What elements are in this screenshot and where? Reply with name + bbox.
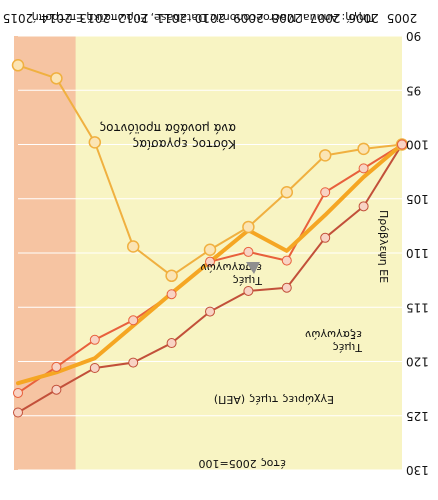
- series-label-export-prices-line2: εξαγωγών: [305, 328, 362, 341]
- series-points: [11, 59, 409, 418]
- series-2-point-10: [13, 387, 23, 398]
- series-3-point-6: [166, 338, 177, 349]
- series-3-point-7: [128, 357, 139, 368]
- series-label-unit-labour-cost-line1: Κόστος εργασίας: [132, 137, 236, 151]
- series-3-point-3: [281, 282, 292, 293]
- rotated-chart-group: 2005 2006 2007 2008 2009 2010 2011 2012 2013 2014…: [3, 11, 429, 477]
- series-3-point-8: [89, 363, 100, 374]
- x-tick-label-2: 2007: [310, 11, 341, 25]
- series-0-point-3: [280, 185, 294, 199]
- series-0-point-7: [126, 240, 140, 253]
- series-2-point-8: [89, 334, 100, 345]
- x-tick-label-10: 2015: [3, 11, 34, 25]
- series-label-domestic-prices: Εγχώριες τιμές (ΑΕΠ): [214, 393, 334, 406]
- series-3-point-5: [205, 306, 215, 317]
- y-axis-ticks: 90 95 100 105 110 115 120 125 130: [406, 29, 429, 477]
- x-tick-label-5: 2010: [195, 11, 226, 25]
- x-tick-label-4: 2009: [233, 11, 264, 25]
- x-tick-label-8: 2013: [80, 11, 111, 25]
- series-0-point-9: [50, 72, 63, 85]
- x-tick-label-3: 2008: [272, 11, 303, 25]
- series-3-point-10: [13, 407, 23, 418]
- x-axis-ticks: 2005 2006 2007 2008 2009 2010 2011 2012 2013 2014…: [3, 11, 418, 25]
- series-2-point-9: [51, 361, 62, 372]
- series-2-point-7: [128, 315, 139, 326]
- x-tick-label-6: 2011: [156, 11, 187, 25]
- series-label-import-prices-line2: εισαγωγών: [201, 261, 262, 274]
- series-2-point-5: [205, 256, 215, 267]
- import-label-pointer: [246, 262, 260, 274]
- y-tick-label-0: 90: [406, 29, 421, 43]
- series-2-point-1: [358, 163, 369, 174]
- series-2-point-2: [320, 187, 331, 198]
- series-0-point-2: [318, 149, 332, 162]
- series-label-import-prices-line1: Τιμές: [232, 274, 263, 287]
- y-tick-label-2: 100: [406, 138, 429, 152]
- x-tick-label-9: 2014: [41, 11, 72, 25]
- series-label-export-prices-line1: Τιμές: [332, 341, 363, 354]
- series-0-point-4: [242, 220, 255, 234]
- y-tick-label-4: 110: [406, 246, 429, 260]
- y-tick-label-6: 120: [406, 355, 429, 369]
- series-0-point-6: [165, 269, 178, 283]
- y-tick-label-5: 115: [406, 300, 429, 314]
- series-3-point-9: [51, 384, 62, 395]
- series-2-point-0: [397, 139, 407, 150]
- series-label-unit-labour-cost-line2: ανά μονάδα προϊόντος: [99, 121, 236, 135]
- series-2-point-3: [281, 255, 292, 266]
- series-0-point-10: [11, 59, 25, 72]
- series-2-point-4: [243, 246, 254, 257]
- y-tick-label-7: 125: [406, 409, 429, 423]
- y-tick-label-1: 95: [406, 83, 421, 97]
- series-0-point-1: [357, 142, 370, 156]
- y-tick-label-3: 105: [406, 192, 429, 206]
- series-0-point-8: [88, 136, 102, 149]
- base-year-label: έτος 2005=100: [199, 457, 286, 470]
- x-tick-label-7: 2012: [118, 11, 149, 25]
- source-label: Πηγή: Annual Macroeconomic Database, Ευρ…: [28, 11, 374, 24]
- series-2-point-6: [166, 289, 177, 300]
- series-3-point-4: [243, 285, 254, 296]
- x-tick-label-1: 2006: [348, 11, 379, 25]
- x-tick-label-0: 2005: [387, 11, 418, 25]
- projection-label: Πρόβλεψη ΕΕ: [377, 210, 390, 283]
- series-3-point-1: [358, 201, 369, 212]
- series-3-point-2: [320, 232, 331, 243]
- series-0-point-5: [203, 243, 217, 256]
- y-tick-label-8: 130: [406, 463, 429, 477]
